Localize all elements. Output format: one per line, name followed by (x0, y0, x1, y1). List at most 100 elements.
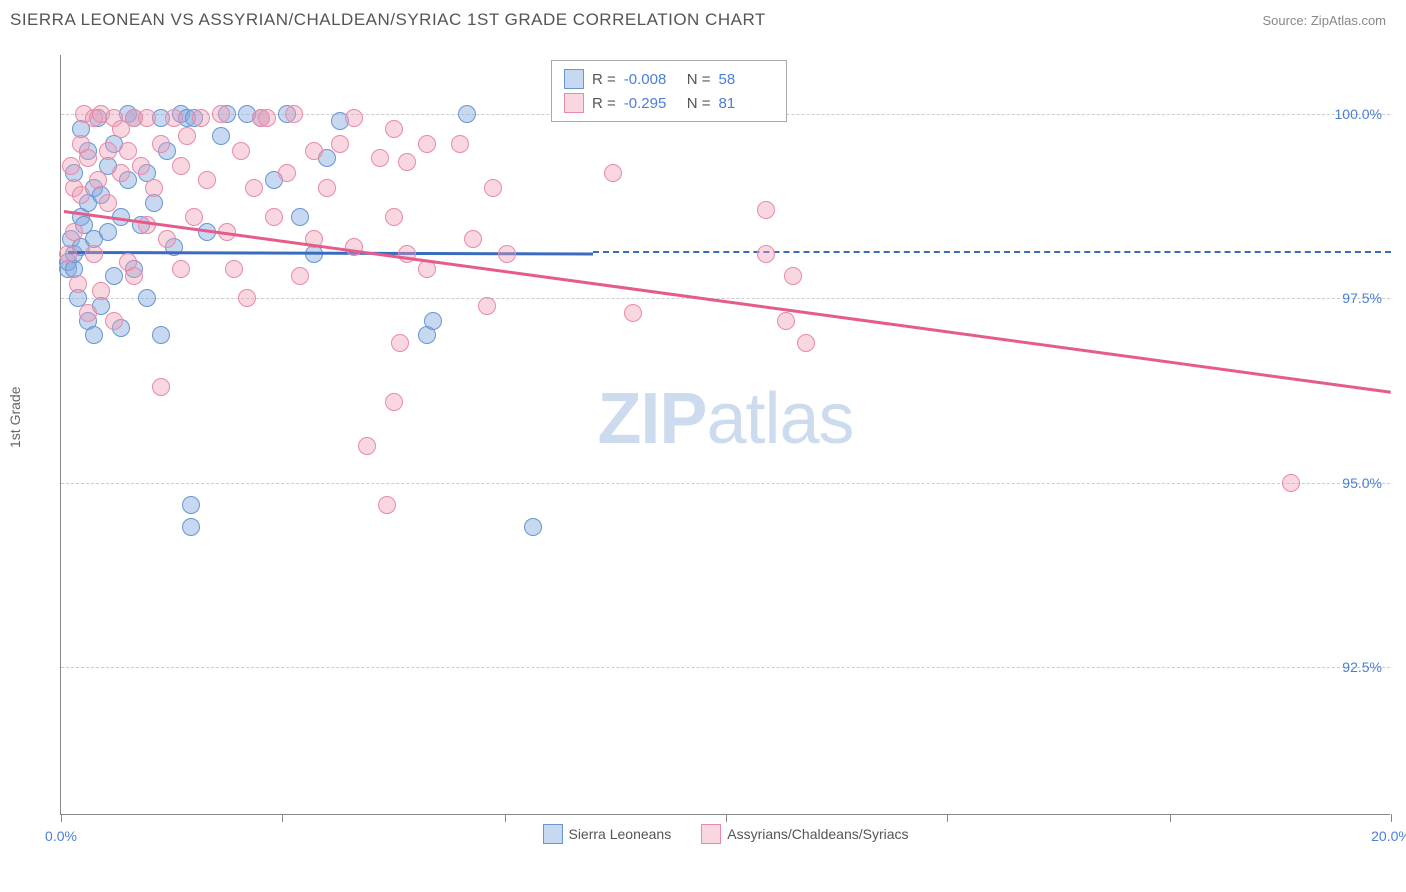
data-point (62, 157, 80, 175)
legend-row: R =-0.008N =58 (564, 67, 774, 91)
data-point (398, 245, 416, 263)
data-point (152, 135, 170, 153)
y-tick-label: 97.5% (1342, 290, 1382, 306)
data-point (182, 496, 200, 514)
data-point (125, 267, 143, 285)
regression-line-dashed (593, 251, 1391, 253)
legend-swatch (564, 93, 584, 113)
data-point (89, 171, 107, 189)
data-point (524, 518, 542, 536)
data-point (624, 304, 642, 322)
legend-item: Assyrians/Chaldeans/Syriacs (701, 824, 908, 844)
data-point (345, 238, 363, 256)
legend-series-name: Assyrians/Chaldeans/Syriacs (727, 826, 908, 842)
data-point (418, 135, 436, 153)
data-point (99, 142, 117, 160)
chart-title: SIERRA LEONEAN VS ASSYRIAN/CHALDEAN/SYRI… (10, 10, 766, 30)
legend-r-label: R = (592, 95, 616, 112)
x-tick (1170, 814, 1171, 822)
data-point (305, 142, 323, 160)
data-point (464, 230, 482, 248)
legend-n-label: N = (687, 71, 711, 88)
top-legend: R =-0.008N =58R =-0.295N =81 (551, 60, 787, 122)
data-point (99, 194, 117, 212)
legend-r-label: R = (592, 71, 616, 88)
data-point (478, 297, 496, 315)
data-point (245, 179, 263, 197)
data-point (604, 164, 622, 182)
legend-item: Sierra Leoneans (542, 824, 671, 844)
data-point (285, 105, 303, 123)
y-axis-label: 1st Grade (7, 387, 23, 448)
legend-swatch (564, 69, 584, 89)
legend-r-value: -0.295 (624, 95, 679, 112)
data-point (145, 179, 163, 197)
data-point (105, 267, 123, 285)
gridline (61, 667, 1390, 668)
legend-n-value: 81 (719, 95, 774, 112)
data-point (265, 208, 283, 226)
data-point (385, 208, 403, 226)
data-point (225, 260, 243, 278)
data-point (59, 245, 77, 263)
data-point (291, 267, 309, 285)
legend-swatch (701, 824, 721, 844)
data-point (85, 326, 103, 344)
data-point (85, 245, 103, 263)
data-point (212, 127, 230, 145)
data-point (112, 164, 130, 182)
data-point (451, 135, 469, 153)
data-point (291, 208, 309, 226)
regression-line (64, 210, 1391, 393)
data-point (65, 223, 83, 241)
data-point (178, 127, 196, 145)
data-point (165, 109, 183, 127)
x-tick (282, 814, 283, 822)
data-point (212, 105, 230, 123)
data-point (498, 245, 516, 263)
x-tick-label: 20.0% (1371, 828, 1406, 844)
gridline (61, 483, 1390, 484)
source-label: Source: ZipAtlas.com (1262, 13, 1386, 28)
data-point (182, 518, 200, 536)
data-point (398, 153, 416, 171)
y-tick-label: 95.0% (1342, 475, 1382, 491)
data-point (79, 304, 97, 322)
legend-n-value: 58 (719, 71, 774, 88)
data-point (378, 496, 396, 514)
data-point (784, 267, 802, 285)
y-tick-label: 100.0% (1335, 106, 1382, 122)
data-point (318, 179, 336, 197)
data-point (258, 109, 276, 127)
data-point (1282, 474, 1300, 492)
bottom-legend: Sierra Leoneans Assyrians/Chaldeans/Syria… (542, 824, 908, 844)
x-tick (947, 814, 948, 822)
data-point (797, 334, 815, 352)
data-point (92, 282, 110, 300)
data-point (345, 109, 363, 127)
legend-row: R = -0.295 N = 81 (564, 91, 774, 115)
data-point (158, 230, 176, 248)
legend-swatch (542, 824, 562, 844)
data-point (777, 312, 795, 330)
data-point (132, 157, 150, 175)
data-point (385, 120, 403, 138)
legend-series-name: Sierra Leoneans (568, 826, 671, 842)
data-point (138, 109, 156, 127)
x-tick-label: 0.0% (45, 828, 77, 844)
data-point (185, 208, 203, 226)
x-tick (505, 814, 506, 822)
watermark: ZIPatlas (597, 378, 853, 460)
data-point (757, 201, 775, 219)
x-tick (1391, 814, 1392, 822)
data-point (371, 149, 389, 167)
legend-n-label: N = (687, 95, 711, 112)
data-point (172, 157, 190, 175)
data-point (172, 260, 190, 278)
data-point (232, 142, 250, 160)
data-point (152, 326, 170, 344)
y-tick-label: 92.5% (1342, 659, 1382, 675)
data-point (138, 289, 156, 307)
data-point (358, 437, 376, 455)
data-point (331, 135, 349, 153)
